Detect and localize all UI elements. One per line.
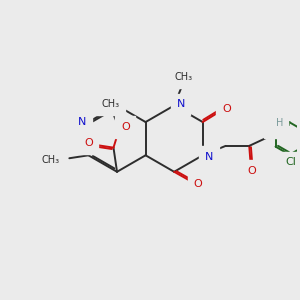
Text: N: N <box>269 122 278 132</box>
Text: O: O <box>121 122 130 132</box>
Text: H: H <box>276 118 283 128</box>
Text: CH₃: CH₃ <box>42 155 60 165</box>
Text: N: N <box>205 152 213 162</box>
Text: N: N <box>176 99 185 109</box>
Text: Cl: Cl <box>285 157 296 167</box>
Text: CH₃: CH₃ <box>101 99 120 110</box>
Text: O: O <box>247 166 256 176</box>
Text: N: N <box>78 117 86 127</box>
Text: O: O <box>84 138 93 148</box>
Text: O: O <box>193 178 202 189</box>
Text: O: O <box>222 104 231 114</box>
Text: CH₃: CH₃ <box>175 72 193 82</box>
